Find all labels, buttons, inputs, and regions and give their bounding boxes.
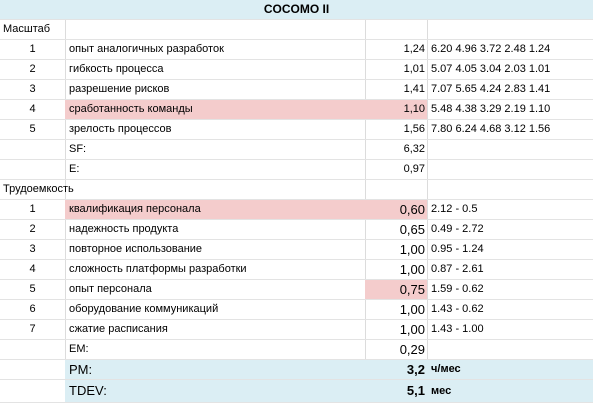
factor-name: сработанность команды <box>65 100 365 119</box>
table-row[interactable]: 4 сложность платформы разработки 1,00 0.… <box>0 260 593 280</box>
table-row[interactable]: 7 сжатие расписания 1,00 1.43 - 1.00 <box>0 320 593 340</box>
factor-range: 5.07 4.05 3.04 2.03 1.01 <box>431 63 551 75</box>
column-divider <box>427 0 428 403</box>
factor-name: сложность платформы разработки <box>69 263 247 275</box>
section-label: Трудоемкость <box>3 183 74 195</box>
e-value[interactable]: 0,97 <box>403 163 425 175</box>
em-row[interactable]: EM: 0,29 <box>0 340 593 360</box>
pm-label: PM: <box>69 362 93 377</box>
table-row[interactable]: 5 опыт персонала 0,75 1.59 - 0.62 <box>0 280 593 300</box>
row-number: 4 <box>29 103 36 115</box>
table-row[interactable]: 1 квалификация персонала 0,60 2.12 - 0.5 <box>0 200 593 220</box>
factor-range: 7.80 6.24 4.68 3.12 1.56 <box>431 123 551 135</box>
factor-range: 2.12 - 0.5 <box>431 203 478 215</box>
tdev-row[interactable]: TDEV: 5,1 мес <box>0 380 593 403</box>
factor-value[interactable]: 1,00 <box>399 262 425 277</box>
factor-value[interactable]: 1,01 <box>403 63 425 75</box>
factor-range: 7.07 5.65 4.24 2.83 1.41 <box>431 83 551 95</box>
tdev-label: TDEV: <box>69 383 107 398</box>
factor-value[interactable]: 1,00 <box>399 322 425 337</box>
sf-row[interactable]: SF: 6,32 <box>0 140 593 160</box>
factor-range: 5.48 4.38 3.29 2.19 1.10 <box>431 103 551 115</box>
factor-value[interactable]: 1,00 <box>399 302 425 317</box>
sf-label: SF: <box>69 143 87 155</box>
section-header-effort[interactable]: Трудоемкость <box>0 180 593 200</box>
row-number: 7 <box>29 323 36 335</box>
sheet-title: COCOMO II <box>263 2 330 16</box>
factor-range: 0.95 - 1.24 <box>431 243 484 255</box>
factor-value[interactable]: 1,41 <box>403 83 425 95</box>
pm-unit: ч/мес <box>431 363 461 375</box>
factor-range: 1.43 - 0.62 <box>431 303 484 315</box>
factor-value[interactable]: 1,10 <box>365 100 427 119</box>
row-number: 2 <box>29 223 36 235</box>
table-row[interactable]: 6 оборудование коммуникаций 1,00 1.43 - … <box>0 300 593 320</box>
table-row[interactable]: 2 надежность продукта 0,65 0.49 - 2.72 <box>0 220 593 240</box>
e-label: E: <box>69 163 80 175</box>
table-row[interactable]: 4 сработанность команды 1,10 5.48 4.38 3… <box>0 100 593 120</box>
factor-range: 6.20 4.96 3.72 2.48 1.24 <box>431 43 551 55</box>
factor-name: разрешение рисков <box>69 83 170 95</box>
e-row[interactable]: E: 0,97 <box>0 160 593 180</box>
pm-row[interactable]: PM: 3,2 ч/мес <box>0 360 593 380</box>
row-number: 6 <box>29 303 36 315</box>
row-number: 5 <box>29 283 36 295</box>
row-number: 4 <box>29 263 36 275</box>
factor-name: опыт аналогичных разработок <box>69 43 224 55</box>
factor-value[interactable]: 1,24 <box>403 43 425 55</box>
table-row[interactable]: 1 опыт аналогичных разработок 1,24 6.20 … <box>0 40 593 60</box>
section-header-scale[interactable]: Масштаб <box>0 20 593 40</box>
row-number: 5 <box>29 123 36 135</box>
row-number: 2 <box>29 63 36 75</box>
factor-name: зрелость процессов <box>69 123 172 135</box>
row-number: 1 <box>29 43 36 55</box>
factor-name: оборудование коммуникаций <box>69 303 219 315</box>
factor-value[interactable]: 0,75 <box>365 280 427 299</box>
title-row[interactable]: COCOMO II <box>0 0 593 20</box>
row-number: 3 <box>29 83 36 95</box>
factor-name: сжатие расписания <box>69 323 168 335</box>
factor-value[interactable]: 1,56 <box>403 123 425 135</box>
sf-value[interactable]: 6,32 <box>403 143 425 155</box>
factor-range: 1.43 - 1.00 <box>431 323 484 335</box>
factor-value[interactable]: 0,60 <box>365 200 427 219</box>
table-row[interactable]: 2 гибкость процесса 1,01 5.07 4.05 3.04 … <box>0 60 593 80</box>
factor-range: 0.49 - 2.72 <box>431 223 484 235</box>
factor-value[interactable]: 0,65 <box>399 222 425 237</box>
section-label: Масштаб <box>3 23 51 35</box>
factor-range: 0.87 - 2.61 <box>431 263 484 275</box>
tdev-unit: мес <box>431 385 452 397</box>
em-value[interactable]: 0,29 <box>399 342 425 357</box>
factor-name: гибкость процесса <box>69 63 164 75</box>
factor-name: надежность продукта <box>69 223 179 235</box>
row-number: 1 <box>29 203 36 215</box>
factor-value[interactable]: 1,00 <box>399 242 425 257</box>
em-label: EM: <box>69 343 89 355</box>
tdev-background <box>65 380 593 402</box>
tdev-value[interactable]: 5,1 <box>406 383 425 398</box>
factor-name: квалификация персонала <box>65 200 365 219</box>
factor-range: 1.59 - 0.62 <box>431 283 484 295</box>
table-row[interactable]: 3 повторное использование 1,00 0.95 - 1.… <box>0 240 593 260</box>
factor-name: повторное использование <box>69 243 203 255</box>
factor-name: опыт персонала <box>69 283 152 295</box>
table-row[interactable]: 5 зрелость процессов 1,56 7.80 6.24 4.68… <box>0 120 593 140</box>
pm-background <box>65 360 593 379</box>
row-number: 3 <box>29 243 36 255</box>
table-row[interactable]: 3 разрешение рисков 1,41 7.07 5.65 4.24 … <box>0 80 593 100</box>
pm-value[interactable]: 3,2 <box>406 362 425 377</box>
